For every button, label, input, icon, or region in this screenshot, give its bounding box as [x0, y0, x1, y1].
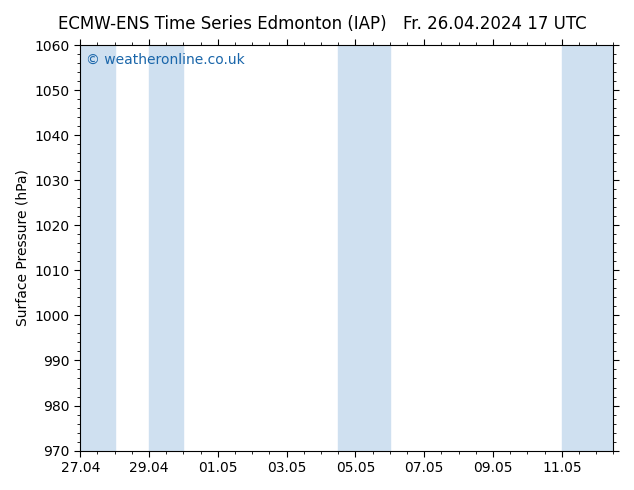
Text: ECMW-ENS Time Series Edmonton (IAP): ECMW-ENS Time Series Edmonton (IAP)	[58, 15, 386, 33]
Bar	[562, 45, 614, 451]
Bar	[81, 45, 115, 451]
Bar	[149, 45, 183, 451]
Bar	[338, 45, 390, 451]
Y-axis label: Surface Pressure (hPa): Surface Pressure (hPa)	[15, 170, 29, 326]
Text: © weatheronline.co.uk: © weatheronline.co.uk	[86, 53, 244, 67]
Text: Fr. 26.04.2024 17 UTC: Fr. 26.04.2024 17 UTC	[403, 15, 586, 33]
